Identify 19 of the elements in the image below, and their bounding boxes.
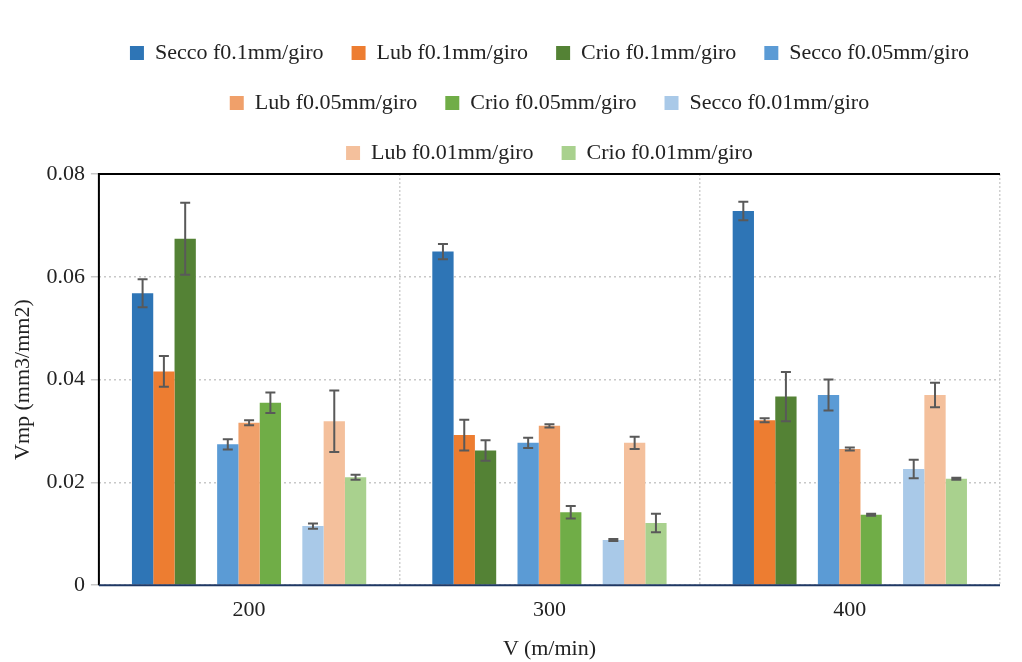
y-axis-title: Vmp (mm3/mm2) [8,299,34,460]
y-tick-label: 0.06 [46,262,85,288]
y-tick-label: 0.02 [46,468,85,494]
legend-label: Crio f0.01mm/giro [586,138,753,164]
legend-label: Secco f0.01mm/giro [689,88,870,114]
y-tick-label: 0.08 [46,159,85,185]
x-tick-label: 200 [232,596,266,622]
legend-label: Crio f0.1mm/giro [581,38,737,64]
x-axis-title: V (m/min) [502,634,596,660]
x-tick-label: 400 [833,596,867,622]
legend-label: Lub f0.01mm/giro [371,138,534,164]
y-tick-label: 0 [73,570,85,596]
legend-label: Crio f0.05mm/giro [470,88,637,114]
legend-label: Secco f0.1mm/giro [154,38,324,64]
legend-label: Secco f0.05mm/giro [789,38,969,64]
legend-label: Lub f0.05mm/giro [254,88,418,114]
y-tick-label: 0.04 [46,365,85,391]
legend-label: Lub f0.1mm/giro [376,38,529,64]
x-tick-label: 300 [532,596,566,622]
